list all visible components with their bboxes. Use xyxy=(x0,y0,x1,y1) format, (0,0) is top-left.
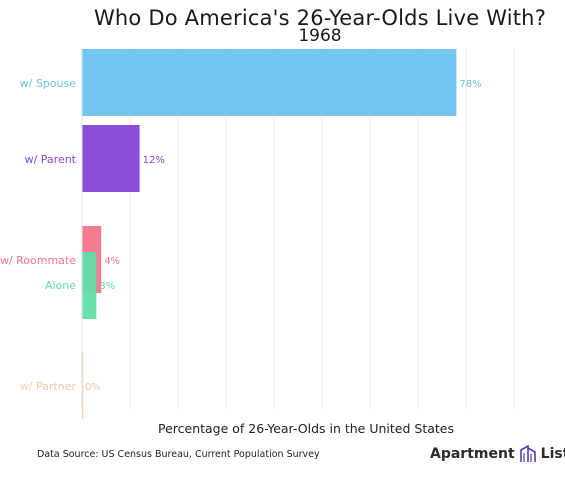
category-label: w/ Partner xyxy=(20,380,77,393)
category-label: w/ Parent xyxy=(25,153,77,166)
bar xyxy=(82,49,457,116)
logo-text-apartment: Apartment xyxy=(430,446,515,462)
bar-chart: w/ Spouse 78% w/ Parent 12% w/ Roommate 4% Alo… xyxy=(0,48,515,419)
category-label: w/ Roommate xyxy=(0,254,76,267)
value-label: 12% xyxy=(143,155,165,166)
category-label: w/ Spouse xyxy=(20,77,77,90)
building-icon xyxy=(519,444,536,462)
x-axis-label: Percentage of 26-Year-Olds in the United… xyxy=(157,421,454,436)
value-label: 3% xyxy=(99,281,115,292)
bar xyxy=(82,252,97,319)
bar xyxy=(82,125,140,192)
logo-text-list: List xyxy=(540,446,565,462)
category-label: Alone xyxy=(45,279,76,292)
value-label: 0% xyxy=(85,382,101,393)
value-label: 4% xyxy=(104,256,120,267)
apartment-list-logo: Apartment List xyxy=(430,444,565,464)
bar xyxy=(82,352,84,419)
value-label: 78% xyxy=(459,79,481,90)
chart-subtitle: 1968 xyxy=(298,26,342,46)
chart-title: Who Do America's 26-Year-Olds Live With? xyxy=(93,6,547,30)
data-source-note: Data Source: US Census Bureau, Current P… xyxy=(37,449,320,460)
